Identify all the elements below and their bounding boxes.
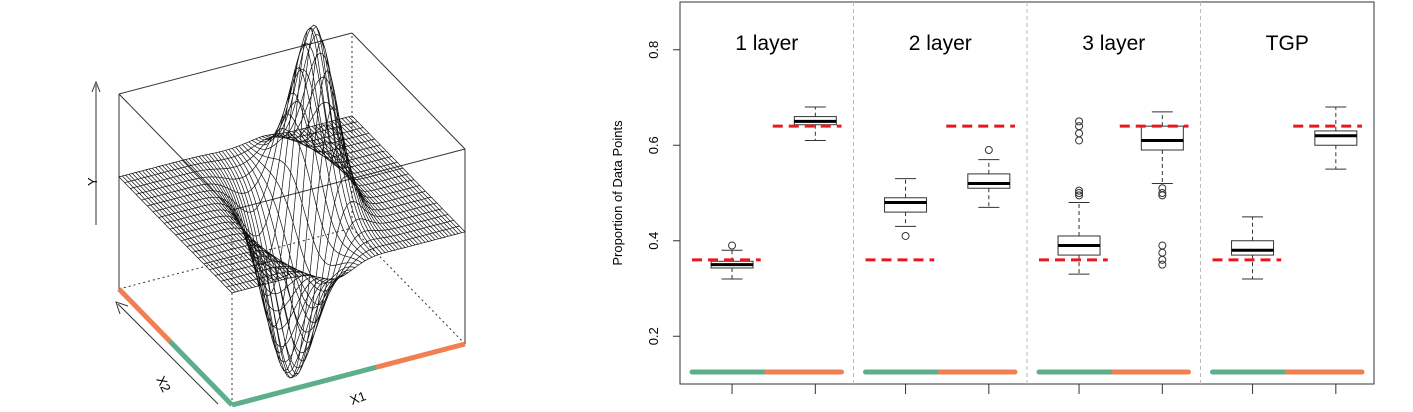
outlier-point (1075, 189, 1084, 197)
outlier-point (1075, 136, 1084, 145)
outlier-point (1075, 122, 1084, 131)
box (884, 197, 928, 213)
outlier-point (1158, 255, 1167, 264)
outlier-point (1158, 248, 1167, 257)
outlier-point (901, 231, 910, 240)
outlier-point (1075, 186, 1084, 195)
y-tick-label: 0.4 (646, 232, 661, 250)
panel-title: 1 layer (735, 32, 798, 55)
outlier-point (1158, 241, 1167, 250)
outlier-point (1158, 260, 1167, 269)
outlier-point (1075, 129, 1084, 138)
z-axis-arrowhead (91, 80, 101, 93)
surface-plot-panel: Y X2 X1 (0, 0, 560, 408)
surface-plot: Y X2 X1 (85, 24, 466, 408)
outlier-point (1158, 184, 1167, 193)
box (1140, 125, 1184, 151)
y-tick-label: 0.2 (646, 327, 661, 345)
x2-axis-arrow (117, 303, 219, 405)
y-tick-label: 0.8 (646, 41, 661, 59)
surface-mesh (118, 24, 466, 379)
x2-edge-right-region (117, 287, 172, 343)
panel-title: 3 layer (1082, 32, 1145, 55)
box (1314, 130, 1358, 146)
outlier-point (1075, 191, 1084, 200)
x1-edge-left-region (231, 364, 378, 408)
panel-title: TGP (1266, 32, 1309, 55)
outlier-point (1158, 189, 1167, 197)
x1-axis-label: X1 (348, 388, 368, 407)
boxplot-panel: Proportion of Data Points 0.2 0.4 0.6 0.8 1 … (580, 0, 1413, 407)
surface-bounding-box (91, 32, 466, 406)
x1-edge-right-region (375, 341, 466, 370)
box (967, 173, 1011, 189)
x2-edge-left-region (168, 339, 234, 407)
y-tick-label: 0.6 (646, 136, 661, 154)
outlier-point (1075, 117, 1084, 126)
box-edge-hidden (351, 227, 466, 345)
y-axis-label: Proportion of Data Points (610, 120, 625, 266)
boxplot-content: 0.2 0.4 0.6 0.8 1 layer 2 layer 3 layer TGP (646, 1, 1375, 394)
box-edge (351, 32, 466, 150)
surface-wireframe (118, 24, 466, 379)
box (1231, 240, 1275, 256)
x2-axis-arrowhead (115, 301, 129, 315)
boxplot-chart: Proportion of Data Points 0.2 0.4 0.6 0.8 1 … (610, 1, 1375, 394)
box-edge (118, 32, 353, 95)
outlier-point (984, 146, 993, 155)
outlier-point (728, 241, 737, 250)
panel-title: 2 layer (909, 32, 972, 55)
z-axis-label: Y (85, 177, 100, 186)
x2-axis-label: X2 (153, 374, 174, 395)
surface-region-edges (117, 287, 466, 408)
